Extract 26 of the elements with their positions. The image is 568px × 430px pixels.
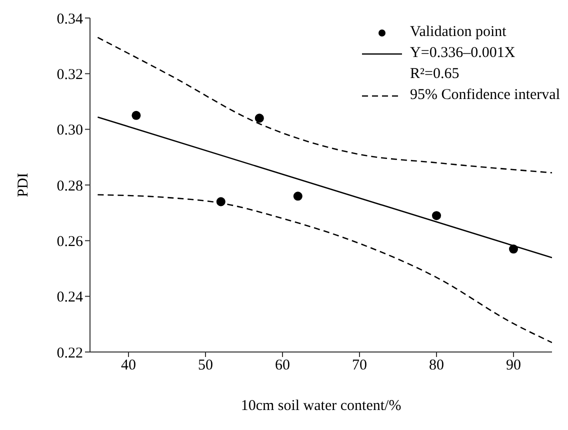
point — [293, 192, 302, 201]
x-tick-label: 60 — [275, 358, 290, 374]
legend-label: 95% Confidence interval — [410, 86, 560, 105]
y-tick-label: 0.24 — [56, 290, 84, 306]
line-series — [97, 194, 552, 344]
legend-label: Validation point — [410, 23, 506, 42]
point — [432, 211, 442, 220]
x-tick-label: 90 — [506, 358, 521, 374]
y-tick-label: 0.26 — [56, 234, 84, 250]
x-tick-label: 50 — [198, 358, 213, 374]
y-tick-label: 0.32 — [56, 66, 83, 83]
y-tick-label: 0.30 — [56, 122, 83, 139]
y-axis-title: PDI — [15, 172, 32, 198]
y-tick-label: 0.34 — [56, 11, 84, 28]
point — [216, 197, 226, 206]
y-tick-label: 0.28 — [56, 178, 83, 194]
x-tick-label: 40 — [121, 358, 136, 374]
x-axis-title: 10cm soil water content/% — [240, 398, 402, 414]
annotation: R²=0.65 — [409, 65, 460, 84]
x-tick-label: 70 — [352, 358, 367, 374]
point — [132, 110, 141, 120]
x-tick-label: 80 — [429, 358, 444, 374]
point — [254, 114, 264, 123]
point — [508, 244, 518, 254]
legend-label: Y=0.336–0.001X — [410, 44, 516, 63]
y-tick-label: 0.22 — [56, 345, 83, 362]
